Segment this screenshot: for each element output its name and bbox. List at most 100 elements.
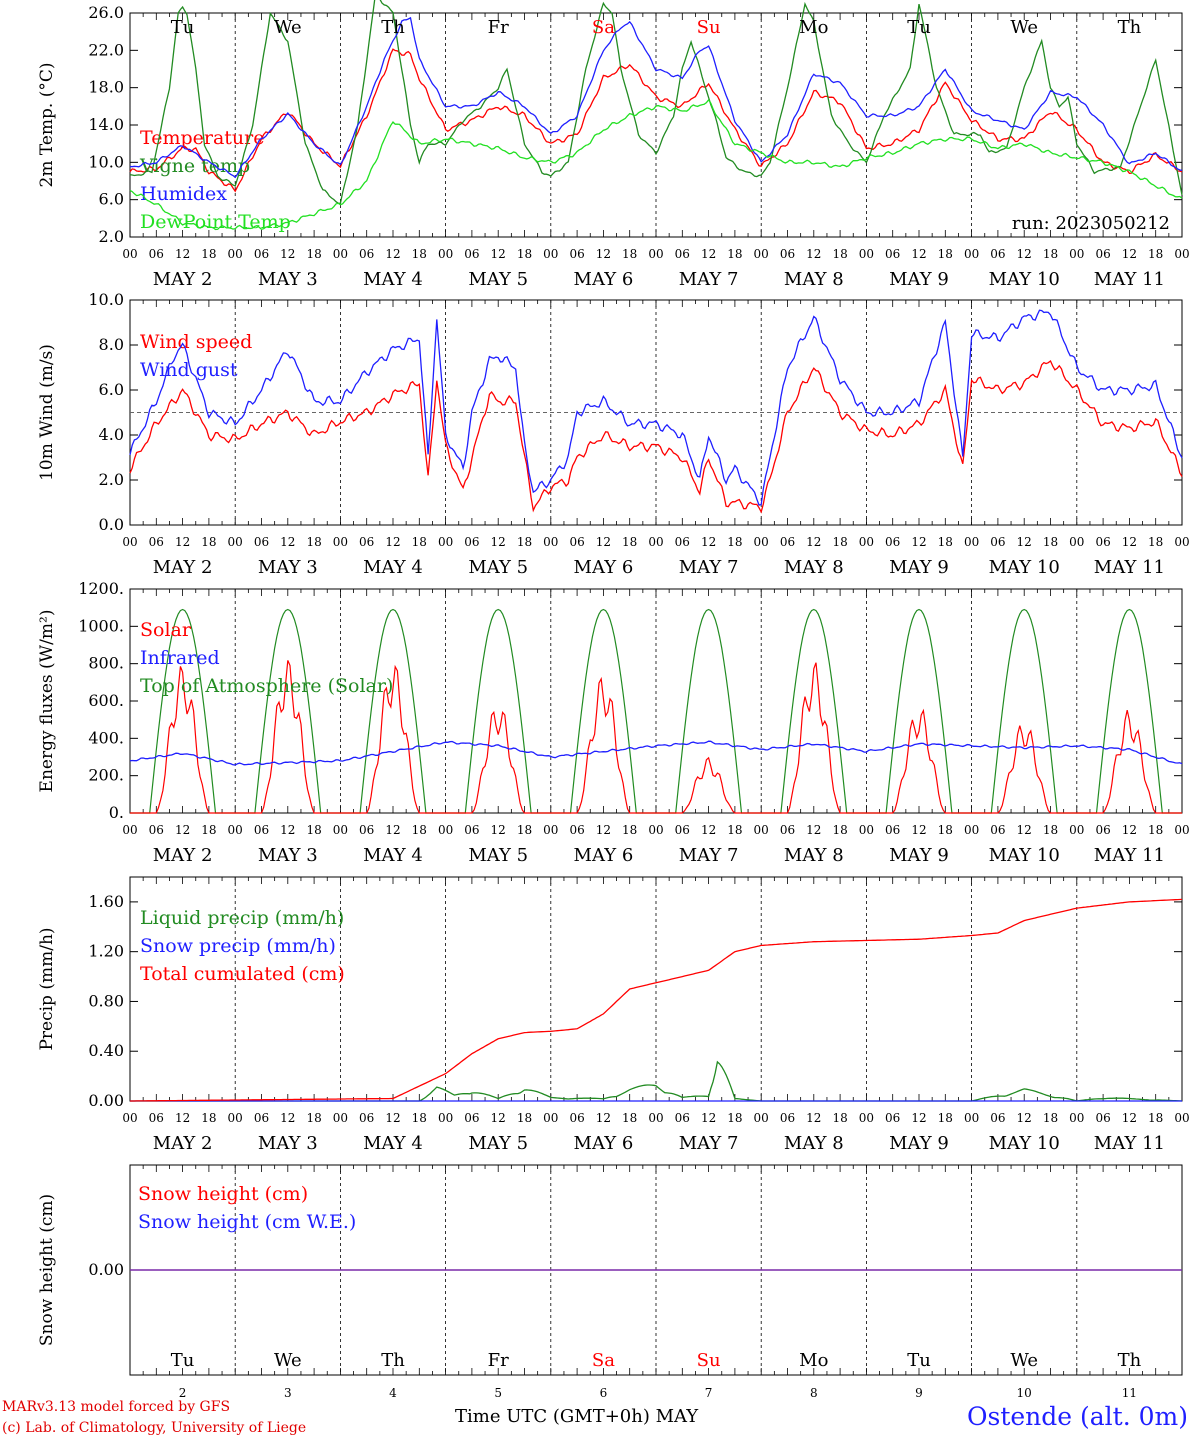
hour-tick-label: 18 bbox=[412, 1111, 427, 1125]
legend-wind-speed: Wind speed bbox=[140, 331, 252, 353]
hour-tick-label: 18 bbox=[727, 247, 742, 261]
date-label: MAY 10 bbox=[989, 1133, 1060, 1154]
y-tick-label: 1000. bbox=[78, 616, 124, 635]
day-name: Fr bbox=[488, 1350, 509, 1371]
date-label: MAY 7 bbox=[679, 845, 739, 866]
hour-tick-label: 00 bbox=[859, 1111, 874, 1125]
hour-tick-label: 00 bbox=[438, 535, 453, 549]
y-tick-label: 1.60 bbox=[88, 892, 124, 911]
hour-tick-label: 12 bbox=[911, 1111, 926, 1125]
hour-tick-label: 12 bbox=[491, 823, 506, 837]
station-label: Ostende (alt. 0m) bbox=[967, 1402, 1188, 1431]
hour-tick-label: 00 bbox=[1174, 823, 1189, 837]
day-number: 9 bbox=[915, 1386, 923, 1400]
hour-tick-label: 12 bbox=[280, 247, 295, 261]
day-name: Mo bbox=[799, 17, 828, 38]
legend-solar: Solar bbox=[140, 619, 192, 641]
hour-tick-label: 06 bbox=[464, 823, 479, 837]
hour-tick-label: 00 bbox=[1069, 247, 1084, 261]
hour-tick-label: 18 bbox=[201, 247, 216, 261]
hour-tick-label: 12 bbox=[175, 823, 190, 837]
hour-tick-label: 12 bbox=[1017, 1111, 1032, 1125]
hour-tick-label: 18 bbox=[1148, 823, 1163, 837]
hour-tick-label: 00 bbox=[438, 823, 453, 837]
hour-tick-label: 00 bbox=[228, 535, 243, 549]
y-axis-label: 10m Wind (m/s) bbox=[37, 344, 57, 481]
day-name: We bbox=[274, 17, 302, 38]
legend-infrared: Infrared bbox=[140, 647, 220, 669]
hour-tick-label: 06 bbox=[359, 535, 374, 549]
x-axis-label: Time UTC (GMT+0h) MAY bbox=[455, 1406, 699, 1427]
day-number: 10 bbox=[1017, 1386, 1032, 1400]
legend-dewpoint-temp: DewPoint Temp bbox=[140, 211, 291, 233]
hour-tick-label: 06 bbox=[254, 247, 269, 261]
date-label: MAY 9 bbox=[889, 557, 949, 578]
hour-tick-label: 12 bbox=[911, 535, 926, 549]
hour-tick-label: 06 bbox=[254, 535, 269, 549]
hour-tick-label: 00 bbox=[122, 247, 137, 261]
day-name: Su bbox=[697, 17, 721, 38]
hour-tick-label: 00 bbox=[648, 1111, 663, 1125]
y-tick-label: 0.0 bbox=[99, 515, 124, 534]
hour-tick-label: 06 bbox=[780, 247, 795, 261]
date-label: MAY 6 bbox=[574, 845, 634, 866]
y-tick-label: 10.0 bbox=[88, 152, 124, 171]
hour-tick-label: 00 bbox=[964, 823, 979, 837]
hour-tick-label: 18 bbox=[517, 823, 532, 837]
series-vigne-temp bbox=[129, 0, 1183, 205]
hour-tick-label: 12 bbox=[806, 823, 821, 837]
day-name: Th bbox=[381, 17, 405, 38]
hour-tick-label: 12 bbox=[491, 1111, 506, 1125]
hour-tick-label: 12 bbox=[280, 1111, 295, 1125]
date-label: MAY 5 bbox=[468, 557, 528, 578]
hour-tick-label: 18 bbox=[622, 1111, 637, 1125]
hour-tick-label: 12 bbox=[491, 535, 506, 549]
date-label: MAY 2 bbox=[153, 269, 213, 290]
hour-tick-label: 06 bbox=[149, 1111, 164, 1125]
series-total-cumulated-cm- bbox=[130, 898, 1183, 1102]
hour-tick-label: 12 bbox=[596, 1111, 611, 1125]
hour-tick-label: 00 bbox=[543, 823, 558, 837]
hour-tick-label: 12 bbox=[911, 247, 926, 261]
hour-tick-label: 12 bbox=[280, 535, 295, 549]
day-number: 5 bbox=[494, 1386, 502, 1400]
y-tick-label: 0.00 bbox=[88, 1091, 124, 1110]
hour-tick-label: 12 bbox=[385, 1111, 400, 1125]
day-name: Sa bbox=[592, 17, 615, 38]
date-label: MAY 3 bbox=[258, 845, 318, 866]
hour-tick-label: 06 bbox=[1095, 247, 1110, 261]
date-label: MAY 8 bbox=[784, 557, 844, 578]
date-label: MAY 5 bbox=[468, 845, 528, 866]
hour-tick-label: 00 bbox=[964, 247, 979, 261]
hour-tick-label: 18 bbox=[306, 1111, 321, 1125]
date-label: MAY 9 bbox=[889, 1133, 949, 1154]
day-name: Th bbox=[381, 1350, 405, 1371]
day-name: Sa bbox=[592, 1350, 615, 1371]
hour-tick-label: 18 bbox=[517, 535, 532, 549]
hour-tick-label: 18 bbox=[832, 1111, 847, 1125]
hour-tick-label: 00 bbox=[438, 247, 453, 261]
hour-tick-label: 00 bbox=[122, 823, 137, 837]
hour-tick-label: 06 bbox=[569, 1111, 584, 1125]
hour-tick-label: 18 bbox=[622, 535, 637, 549]
hour-tick-label: 12 bbox=[701, 1111, 716, 1125]
series-humidex bbox=[129, 16, 1183, 179]
date-label: MAY 2 bbox=[153, 845, 213, 866]
hour-tick-label: 12 bbox=[701, 823, 716, 837]
hour-tick-label: 12 bbox=[385, 823, 400, 837]
series-temperature bbox=[129, 48, 1183, 193]
hour-tick-label: 12 bbox=[491, 247, 506, 261]
hour-tick-label: 12 bbox=[1122, 247, 1137, 261]
hour-tick-label: 06 bbox=[675, 1111, 690, 1125]
hour-tick-label: 06 bbox=[464, 1111, 479, 1125]
hour-tick-label: 00 bbox=[754, 1111, 769, 1125]
hour-tick-label: 18 bbox=[1043, 535, 1058, 549]
hour-tick-label: 06 bbox=[780, 823, 795, 837]
date-label: MAY 2 bbox=[153, 557, 213, 578]
y-tick-label: 8.0 bbox=[99, 335, 124, 354]
date-label: MAY 6 bbox=[574, 557, 634, 578]
hour-tick-label: 12 bbox=[701, 247, 716, 261]
hour-tick-label: 00 bbox=[543, 247, 558, 261]
hour-tick-label: 00 bbox=[754, 535, 769, 549]
hour-tick-label: 00 bbox=[228, 1111, 243, 1125]
